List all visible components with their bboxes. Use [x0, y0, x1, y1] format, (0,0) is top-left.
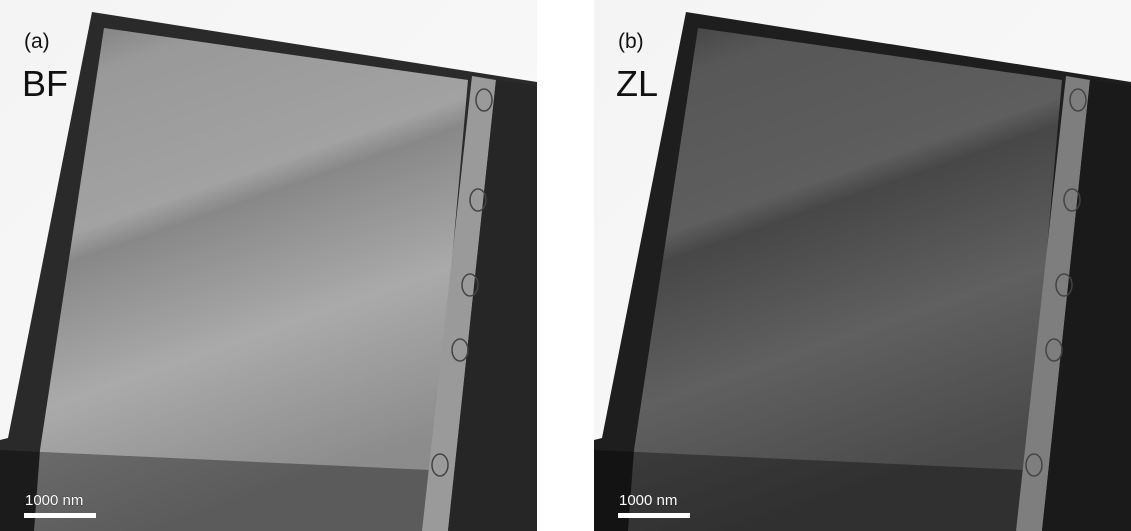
panel-label: (a) — [24, 30, 50, 53]
scale-bar-label: 1000 nm — [25, 492, 83, 509]
panel-label: (b) — [618, 30, 644, 53]
scale-bar — [24, 513, 96, 518]
scale-bar-label: 1000 nm — [619, 492, 677, 509]
figure: (a) BF 1000 nm (b) ZL 1000 nm — [0, 0, 1131, 531]
imaging-mode: ZL — [616, 63, 658, 104]
image-panel: (a) BF 1000 nm — [0, 0, 537, 531]
imaging-mode: BF — [22, 63, 68, 104]
image-panel: (b) ZL 1000 nm — [594, 0, 1131, 531]
scale-bar — [618, 513, 690, 518]
